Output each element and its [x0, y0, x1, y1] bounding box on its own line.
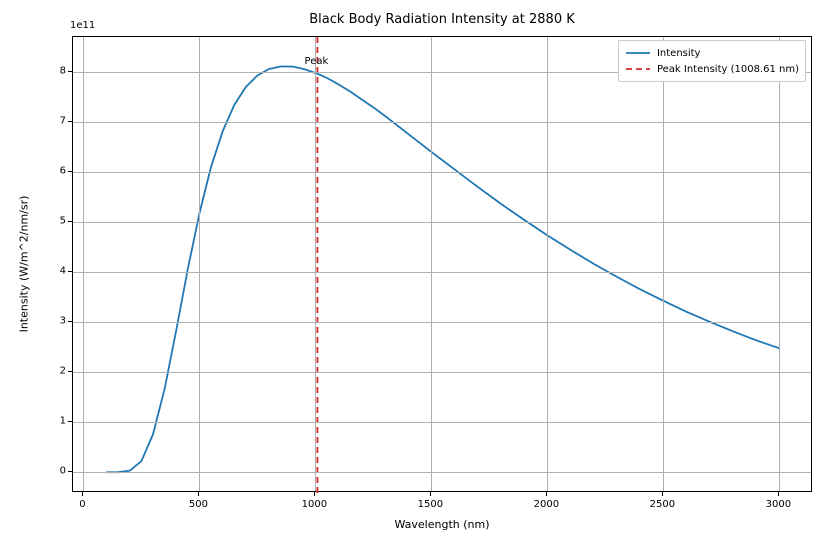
series-intensity [107, 66, 780, 472]
x-tick-label: 3000 [766, 499, 791, 510]
chart-lines-svg [73, 37, 813, 493]
y-tick-label: 0 [50, 466, 66, 477]
y-tick [68, 71, 72, 72]
peak-annotation: Peak [305, 56, 329, 67]
x-tick [662, 492, 663, 496]
y-tick [68, 371, 72, 372]
x-tick [82, 492, 83, 496]
x-tick-label: 1500 [418, 499, 443, 510]
y-tick [68, 221, 72, 222]
legend-entry: Intensity [625, 45, 799, 61]
y-gridline [73, 472, 811, 473]
y-tick [68, 271, 72, 272]
x-tick [546, 492, 547, 496]
legend-swatch [625, 46, 651, 60]
y-tick-label: 1 [50, 416, 66, 427]
legend-entry: Peak Intensity (1008.61 nm) [625, 61, 799, 77]
x-tick-label: 2500 [650, 499, 675, 510]
y-tick [68, 171, 72, 172]
x-tick-label: 1000 [302, 499, 327, 510]
y-tick [68, 121, 72, 122]
y-tick-label: 2 [50, 366, 66, 377]
y-axis-offset-text: 1e11 [70, 20, 95, 31]
y-tick [68, 471, 72, 472]
y-tick-label: 5 [50, 216, 66, 227]
y-tick-label: 6 [50, 166, 66, 177]
y-gridline [73, 172, 811, 173]
y-tick-label: 7 [50, 116, 66, 127]
x-axis-label: Wavelength (nm) [394, 518, 489, 531]
x-tick [430, 492, 431, 496]
y-tick [68, 321, 72, 322]
x-tick-label: 0 [79, 499, 85, 510]
x-tick [314, 492, 315, 496]
y-gridline [73, 422, 811, 423]
legend-label: Intensity [657, 48, 701, 59]
y-tick-label: 3 [50, 316, 66, 327]
plot-title: Black Body Radiation Intensity at 2880 K [309, 12, 574, 27]
y-tick-label: 4 [50, 266, 66, 277]
y-gridline [73, 372, 811, 373]
figure: Black Body Radiation Intensity at 2880 K… [0, 0, 833, 547]
x-tick-label: 2000 [534, 499, 559, 510]
legend: Intensity Peak Intensity (1008.61 nm) [618, 40, 806, 82]
y-tick-label: 8 [50, 66, 66, 77]
y-gridline [73, 222, 811, 223]
y-gridline [73, 122, 811, 123]
y-gridline [73, 272, 811, 273]
x-tick-label: 500 [189, 499, 208, 510]
legend-swatch [625, 62, 651, 76]
x-tick [778, 492, 779, 496]
y-axis-label: Intensity (W/m^2/nm/sr) [18, 196, 31, 333]
plot-area [72, 36, 812, 492]
x-tick [198, 492, 199, 496]
y-gridline [73, 322, 811, 323]
legend-label: Peak Intensity (1008.61 nm) [657, 64, 799, 75]
y-tick [68, 421, 72, 422]
